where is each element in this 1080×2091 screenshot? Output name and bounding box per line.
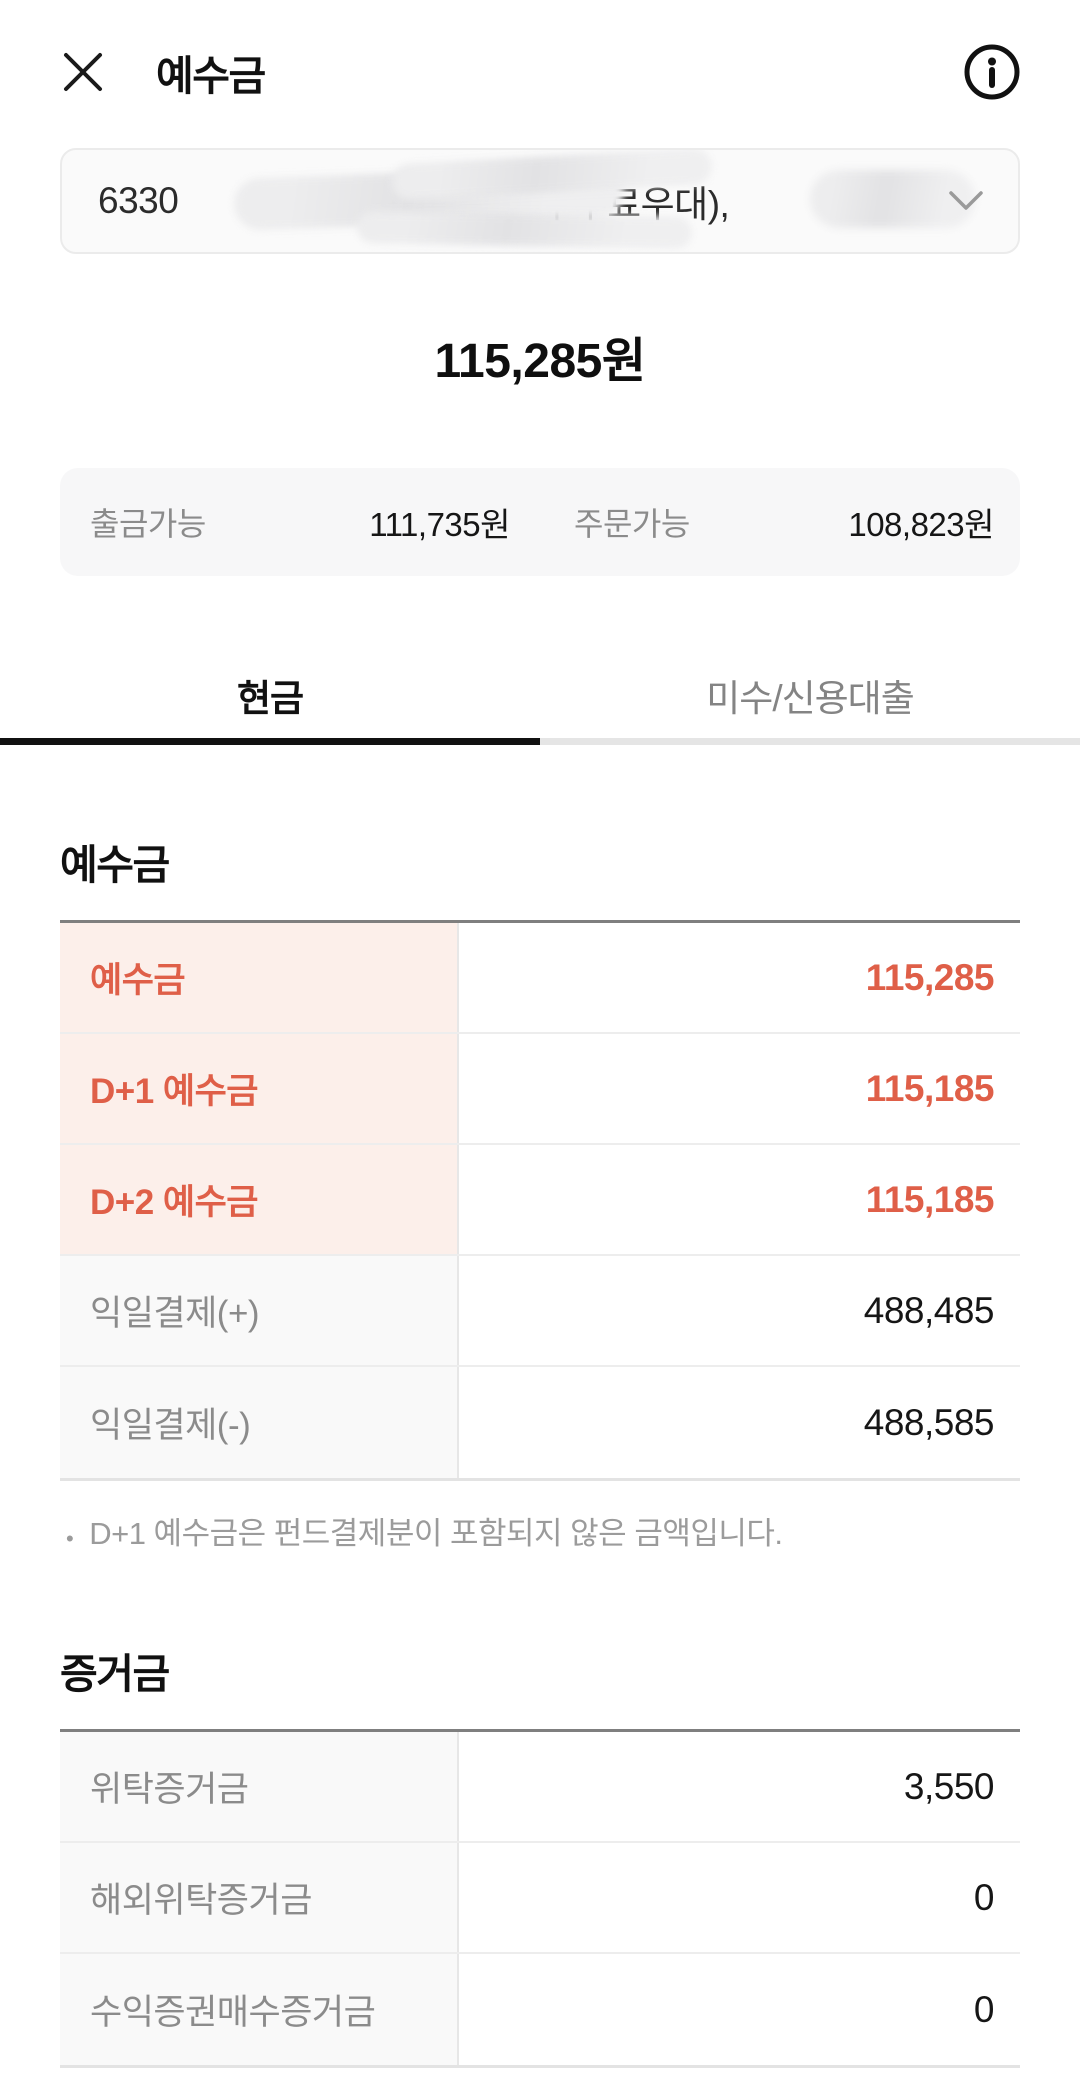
row-value: 488,485 bbox=[863, 1289, 995, 1331]
row-label: 익일결제(+) bbox=[60, 1256, 459, 1365]
redaction-blur bbox=[356, 211, 693, 249]
bullet-icon: • bbox=[66, 1526, 74, 1551]
row-label: 수익증권매수증거금 bbox=[60, 1954, 459, 2065]
tab-cash[interactable]: 현금 bbox=[0, 651, 540, 745]
row-label: D+2 예수금 bbox=[60, 1145, 459, 1254]
account-number-prefix: 6330 bbox=[98, 180, 179, 221]
row-label: 익일결제(-) bbox=[60, 1367, 459, 1478]
summary-bar: 출금가능 111,735원 주문가능 108,823원 bbox=[60, 468, 1020, 576]
row-value: 115,185 bbox=[865, 1067, 995, 1109]
header: 예수금 bbox=[60, 44, 1022, 100]
footnote-text: D+1 예수금은 펀드결제분이 포함되지 않은 금액입니다. bbox=[89, 1516, 783, 1551]
tab-credit-loan[interactable]: 미수/신용대출 bbox=[540, 651, 1080, 745]
row-value: 488,585 bbox=[863, 1401, 995, 1443]
row-label: D+1 예수금 bbox=[60, 1034, 459, 1143]
d1-deposit-footnote: • D+1 예수금은 펀드결제분이 포함되지 않은 금액입니다. bbox=[60, 1515, 1020, 1558]
table-row-deposit: 예수금 115,285 bbox=[60, 923, 1020, 1034]
row-value: 0 bbox=[973, 1876, 995, 1918]
deposit-section: 예수금 예수금 115,285 D+1 예수금 115,185 D+2 예수금 … bbox=[60, 841, 1020, 1481]
total-deposit-amount: 115,285원 bbox=[434, 335, 646, 388]
table-row-fund-purchase-margin: 수익증권매수증거금 0 bbox=[60, 1954, 1020, 2065]
close-x-icon bbox=[64, 53, 102, 91]
row-label: 해외위탁증거금 bbox=[60, 1843, 459, 1952]
margin-table: 위탁증거금 3,550 해외위탁증거금 0 수익증권매수증거금 0 bbox=[60, 1729, 1020, 2068]
deposit-section-title: 예수금 bbox=[60, 842, 170, 888]
table-row-next-day-settlement-minus: 익일결제(-) 488,585 bbox=[60, 1367, 1020, 1478]
row-value: 115,285 bbox=[865, 956, 995, 998]
info-button[interactable] bbox=[962, 42, 1022, 102]
withdrawable-value: 111,735원 bbox=[369, 506, 510, 543]
tab-credit-loan-label: 미수/신용대출 bbox=[706, 677, 915, 719]
row-label: 위탁증거금 bbox=[60, 1732, 459, 1841]
info-circle-icon bbox=[964, 44, 1020, 100]
tab-bar: 현금 미수/신용대출 bbox=[0, 651, 1080, 745]
chevron-down-icon bbox=[949, 191, 983, 210]
table-row-d1-deposit: D+1 예수금 115,185 bbox=[60, 1034, 1020, 1145]
redaction-blur bbox=[810, 170, 975, 228]
row-value: 3,550 bbox=[903, 1765, 995, 1807]
deposit-page: 예수금 6330 수수료우대), 115,285원 출금가능 111,735원 … bbox=[0, 44, 1080, 2091]
page-title: 예수금 bbox=[156, 53, 266, 99]
withdrawable-label: 출금가능 bbox=[90, 506, 206, 542]
deposit-table: 예수금 115,285 D+1 예수금 115,185 D+2 예수금 115,… bbox=[60, 920, 1020, 1481]
row-value: 115,185 bbox=[865, 1178, 995, 1220]
row-label: 예수금 bbox=[60, 923, 459, 1032]
table-row-overseas-brokerage-margin: 해외위탁증거금 0 bbox=[60, 1843, 1020, 1954]
table-row-brokerage-margin: 위탁증거금 3,550 bbox=[60, 1732, 1020, 1843]
account-selector[interactable]: 6330 수수료우대), bbox=[60, 148, 1020, 254]
margin-section: 증거금 위탁증거금 3,550 해외위탁증거금 0 수익증권매수증거금 0 bbox=[60, 1650, 1020, 2068]
tab-cash-label: 현금 bbox=[236, 677, 304, 719]
table-row-next-day-settlement-plus: 익일결제(+) 488,485 bbox=[60, 1256, 1020, 1367]
close-button[interactable] bbox=[60, 49, 106, 95]
row-value: 0 bbox=[973, 1988, 995, 2030]
orderable-label: 주문가능 bbox=[574, 506, 690, 542]
margin-section-title: 증거금 bbox=[60, 1651, 170, 1697]
orderable-value: 108,823원 bbox=[848, 506, 994, 543]
table-row-d2-deposit: D+2 예수금 115,185 bbox=[60, 1145, 1020, 1256]
